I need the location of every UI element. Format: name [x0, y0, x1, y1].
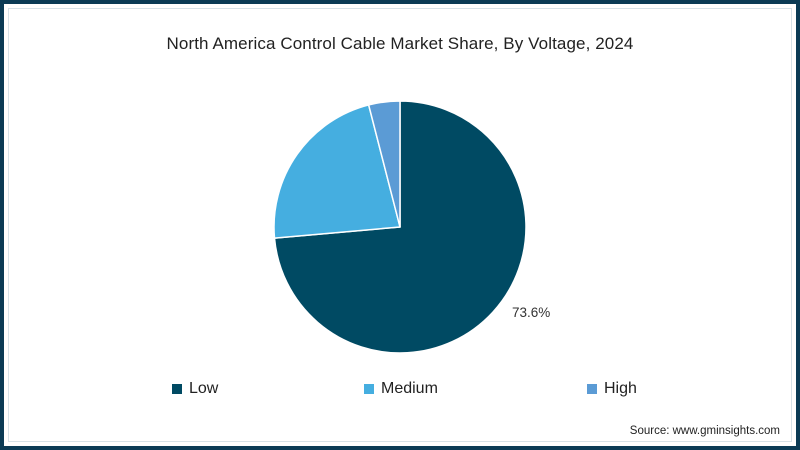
- data-label-low: 73.6%: [512, 305, 551, 320]
- legend-label-low: Low: [189, 380, 219, 397]
- pie-slice-high: [367, 100, 401, 228]
- source-note: Source: www.gminsights.com: [629, 425, 780, 437]
- legend-label-medium: Medium: [381, 380, 438, 397]
- chart-title: North America Control Cable Market Share…: [166, 34, 634, 53]
- legend-swatch-high: [587, 384, 597, 394]
- pie-slice-medium: [273, 104, 401, 239]
- legend-swatch-low: [172, 384, 182, 394]
- legend-label-high: High: [604, 380, 637, 397]
- legend-item-medium: Medium: [364, 380, 438, 398]
- legend-item-high: High: [587, 380, 637, 398]
- pie-slices: [273, 100, 527, 354]
- frame-inner-border: [8, 8, 792, 442]
- legend-swatch-medium: [364, 384, 374, 394]
- legend-item-low: Low: [172, 380, 218, 398]
